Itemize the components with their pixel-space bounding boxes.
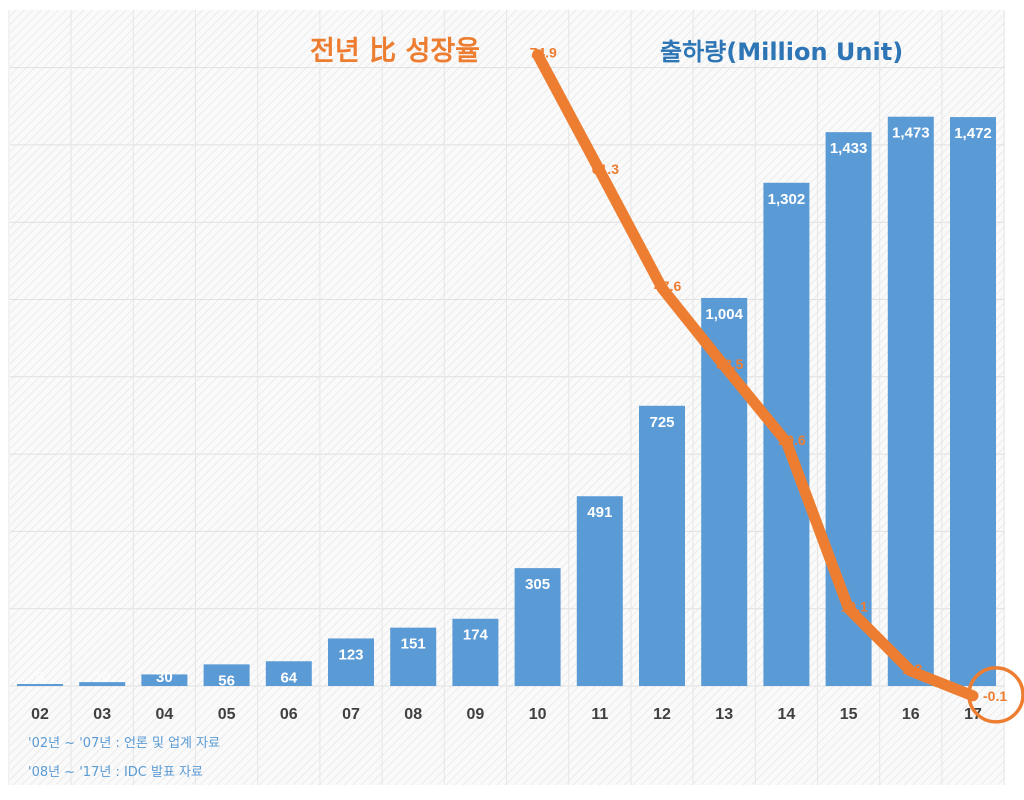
x-tick-label: 13 (715, 706, 733, 723)
bar-value-label: 123 (338, 646, 363, 663)
bar-09 (452, 618, 499, 686)
bar-value-label: 30 (156, 669, 173, 686)
bar-08 (390, 627, 437, 686)
line-value-label: -0.1 (983, 688, 1007, 704)
line-value-label: 74.9 (530, 45, 557, 61)
bar-06 (265, 661, 312, 686)
bar-value-label: 491 (587, 504, 612, 521)
bar-value-label: 64 (280, 669, 297, 686)
x-tick-label: 08 (404, 706, 422, 723)
x-tick-label: 12 (653, 706, 671, 723)
bar-value-label: 5 (36, 669, 44, 686)
line-value-label: 2.8 (903, 661, 923, 677)
line-value-label: 29.6 (778, 432, 805, 448)
bar-value-label: 56 (218, 672, 235, 689)
bar-11 (576, 496, 623, 686)
bar-value-label: 725 (649, 414, 674, 431)
x-tick-label: 03 (93, 706, 111, 723)
x-tick-label: 14 (778, 706, 796, 723)
x-tick-label: 06 (280, 706, 298, 723)
x-tick-label: 16 (902, 706, 920, 723)
bar-16 (887, 116, 934, 687)
source-note-1: '02년 ~ '07년 : 언론 및 업계 자료 (28, 736, 220, 751)
bar-07 (328, 638, 374, 686)
highlight-circle (967, 666, 1024, 724)
bar-02 (17, 684, 63, 686)
bar-12 (639, 405, 685, 686)
bar-04 (141, 674, 188, 686)
bar-value-label: 1,473 (892, 125, 930, 142)
line-value-label: 61.3 (592, 161, 619, 177)
line-title: 전년 比 성장율 (310, 36, 480, 67)
line-value-label: 47.6 (654, 278, 681, 294)
x-tick-label: 15 (840, 706, 858, 723)
bar-value-label: 305 (525, 576, 550, 593)
line-value-label: 38.5 (716, 356, 743, 372)
x-tick-label: 09 (467, 706, 485, 723)
x-tick-label: 04 (156, 706, 174, 723)
x-tick-label: 10 (529, 706, 547, 723)
growth-line-path (532, 49, 979, 702)
bar-05 (203, 664, 250, 686)
line-value-label: 10.1 (841, 599, 868, 615)
bars: 5 10 30 56 64 123 151 174 305 491 725 1,004 1,302 1,4… (17, 116, 996, 689)
source-note-2: '08년 ~ '17년 : IDC 발표 자료 (28, 765, 203, 780)
bar-value-label: 10 (94, 669, 111, 686)
bar-value-label: 1,302 (768, 191, 806, 208)
x-tick-label: 07 (342, 706, 360, 723)
bar-10 (514, 568, 561, 686)
x-tick-label: 11 (591, 706, 608, 723)
x-tick-label: 02 (31, 706, 49, 723)
bar-value-label: 174 (463, 627, 489, 644)
bar-value-label: 1,472 (954, 125, 992, 142)
bar-17 (950, 117, 996, 686)
bar-title: 출하량(Million Unit) (660, 38, 903, 66)
bar-value-label: 1,433 (830, 140, 868, 157)
x-tick-label: 17 (964, 706, 982, 723)
bar-value-label: 1,004 (705, 306, 743, 323)
x-tick-label: 05 (218, 706, 236, 723)
bar-value-label: 151 (401, 636, 426, 653)
growth-line: 74.9 61.3 47.6 38.5 29.6 10.1 2.8 -0.1 (530, 45, 1024, 724)
bar-03 (79, 682, 126, 686)
x-axis-labels: 02 03 04 05 06 07 08 09 10 11 12 13 14 15 16 17 (31, 706, 982, 723)
